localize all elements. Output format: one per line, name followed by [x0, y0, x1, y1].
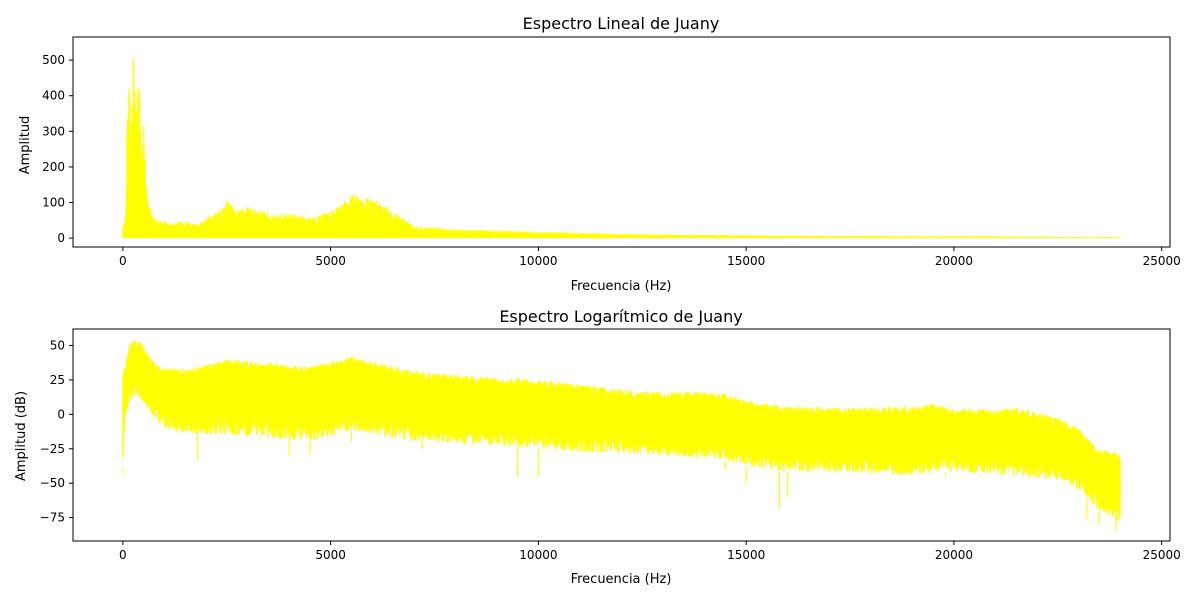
x-tick-label: 15000: [727, 548, 765, 562]
linear-spectrum-panel: Espectro Lineal de Juany 0 5000 10000 15000…: [18, 14, 1181, 294]
y-tick-label: 0: [57, 407, 65, 421]
x-tick-label: 0: [119, 254, 127, 268]
y-tick-label: 100: [42, 196, 65, 210]
chart-title: Espectro Logarítmico de Juany: [499, 307, 742, 326]
y-tick-label: 500: [42, 53, 65, 67]
log-spectrum-panel: Espectro Logarítmico de Juany 0 5000 10000…: [14, 307, 1181, 587]
x-tick-label: 25000: [1143, 548, 1181, 562]
y-axis-label: Amplitud: [18, 116, 33, 175]
plot-layer: [122, 58, 1121, 239]
x-axis-ticks: 0 5000 10000 15000 20000 25000: [119, 247, 1181, 268]
x-tick-label: 10000: [519, 254, 557, 268]
plot-frame: [72, 36, 1171, 248]
x-tick-label: 5000: [315, 254, 346, 268]
y-tick-label: 50: [50, 339, 65, 353]
y-tick-label: 300: [42, 124, 65, 138]
y-tick-label: 0: [57, 231, 65, 245]
y-axis-ticks: −75 −50 −25 0 25 50: [40, 339, 73, 525]
x-axis-label: Frecuencia (Hz): [571, 279, 672, 294]
y-tick-label: −75: [40, 511, 65, 525]
y-axis-ticks: 0 100 200 300 400 500: [42, 53, 73, 245]
y-axis-label: Amplitud (dB): [14, 391, 29, 481]
x-tick-label: 20000: [935, 254, 973, 268]
x-tick-label: 0: [119, 548, 127, 562]
x-axis-ticks: 0 5000 10000 15000 20000 25000: [119, 541, 1181, 562]
x-tick-label: 15000: [727, 254, 765, 268]
y-tick-label: 200: [42, 160, 65, 174]
plot-layer: [122, 339, 1121, 532]
y-tick-label: 25: [50, 373, 65, 387]
x-tick-label: 10000: [519, 548, 557, 562]
spectrum-line: [122, 339, 1121, 532]
x-axis-label: Frecuencia (Hz): [571, 572, 672, 587]
x-tick-label: 5000: [315, 548, 346, 562]
spectrum-line: [122, 58, 1121, 239]
y-tick-label: 400: [42, 89, 65, 103]
y-tick-label: −25: [40, 442, 65, 456]
y-tick-label: −50: [40, 476, 65, 490]
x-tick-label: 20000: [935, 548, 973, 562]
x-tick-label: 25000: [1143, 254, 1181, 268]
plot-frame: [72, 328, 1171, 542]
chart-title: Espectro Lineal de Juany: [523, 14, 720, 33]
